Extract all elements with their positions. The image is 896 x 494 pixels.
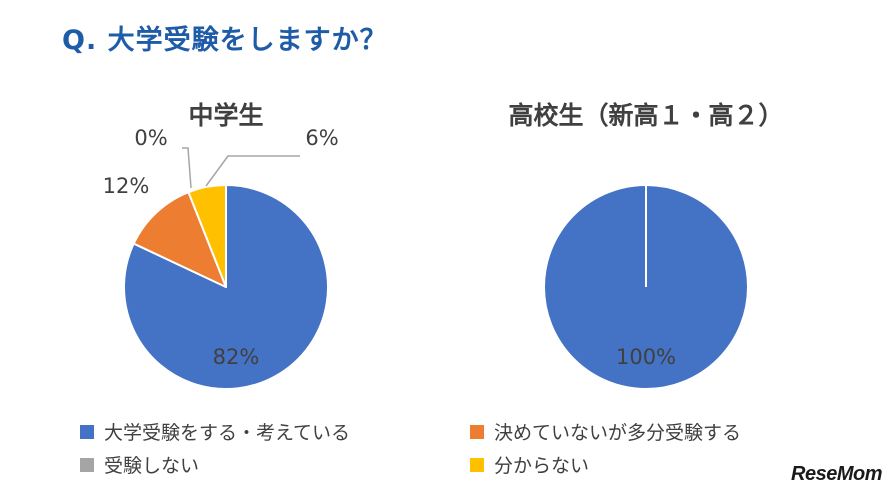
pie-junior-high: 82% 12% 0% 6% bbox=[103, 126, 339, 390]
legend: 大学受験をする・考えている 決めていないが多分受験する 受験しない 分からない bbox=[80, 418, 830, 478]
legend-item-will-not: 受験しない bbox=[80, 451, 470, 478]
legend-swatch-gray bbox=[80, 457, 94, 472]
leader-line-1 bbox=[205, 155, 300, 187]
leader-line-0 bbox=[182, 147, 192, 189]
resemom-logo: ReseMom bbox=[791, 463, 882, 485]
pie-high-school: 100% bbox=[543, 184, 749, 390]
data-label-3: 6% bbox=[305, 126, 338, 150]
pie-slice-3 bbox=[187, 184, 227, 288]
legend-item-will-take: 大学受験をする・考えている bbox=[80, 418, 470, 445]
chart-title-junior-high: 中学生 bbox=[188, 101, 264, 130]
question-title: Q. 大学受験をしますか？ bbox=[62, 25, 388, 56]
chart-title-high-school: 高校生（新高１・高２） bbox=[508, 101, 784, 130]
data-label-0: 82% bbox=[213, 345, 260, 369]
pie-slice-1 bbox=[132, 191, 227, 288]
data-label-0: 100% bbox=[616, 345, 676, 369]
legend-item-unknown: 分からない bbox=[470, 451, 830, 478]
legend-item-probably: 決めていないが多分受験する bbox=[470, 418, 830, 445]
legend-swatch-orange bbox=[470, 424, 484, 439]
data-label-2: 0% bbox=[134, 126, 167, 150]
data-label-1: 12% bbox=[103, 174, 150, 198]
legend-swatch-blue bbox=[80, 424, 94, 439]
legend-swatch-yellow bbox=[470, 457, 484, 472]
